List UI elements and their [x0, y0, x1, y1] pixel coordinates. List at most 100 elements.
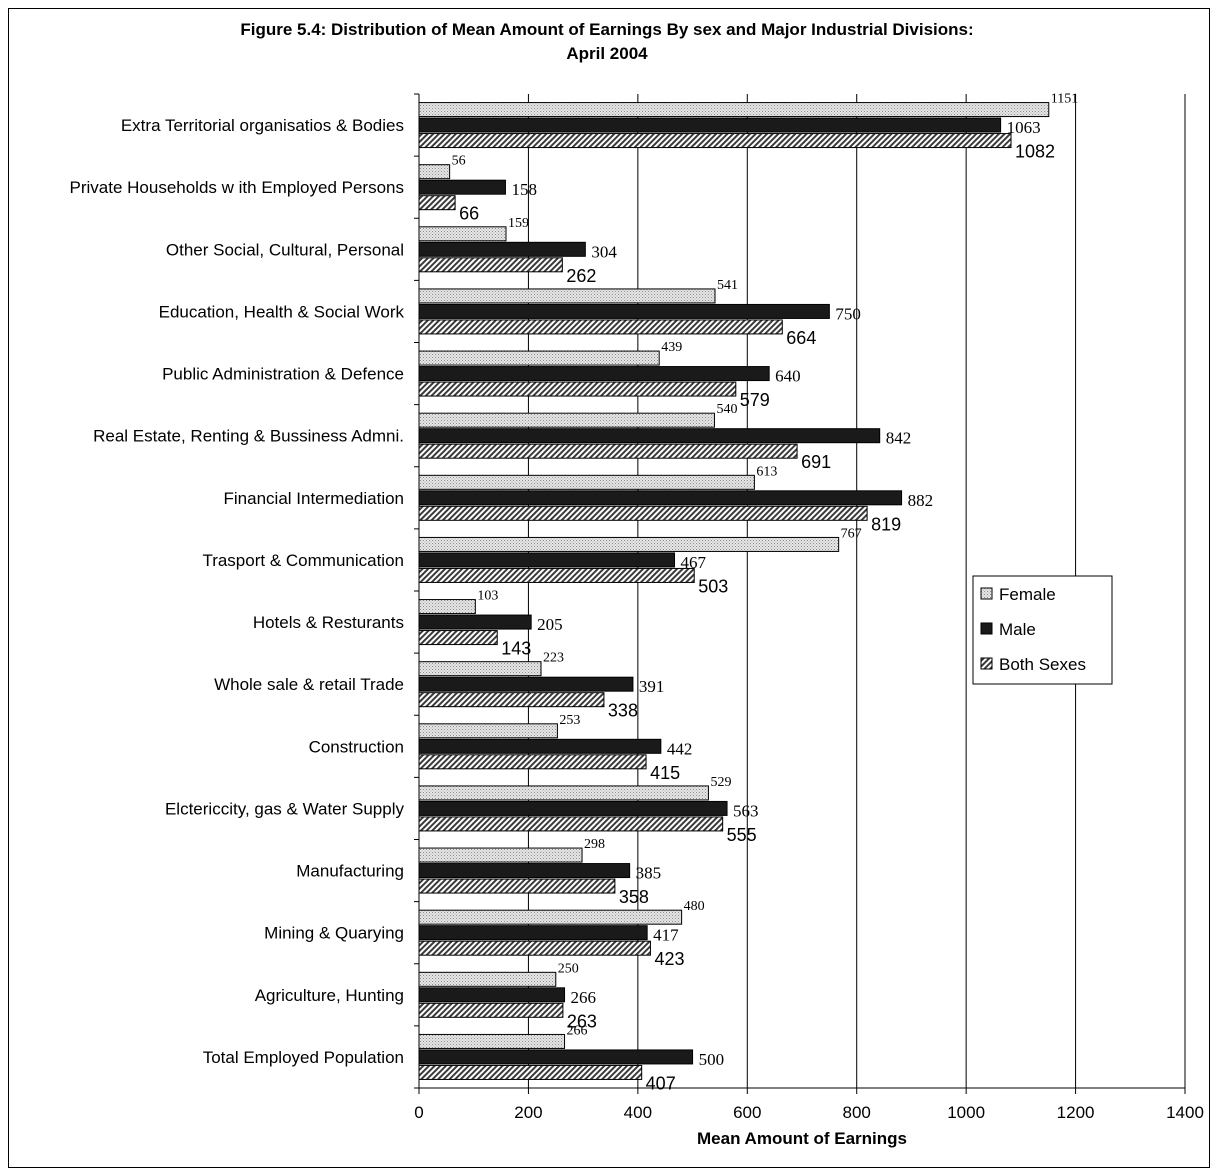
data-label: 439 [661, 340, 682, 355]
data-label: 338 [608, 701, 638, 721]
bar-both-sexes [418, 878, 616, 894]
bar-both-sexes [418, 630, 498, 646]
bar-male [418, 428, 881, 444]
bar-female [418, 909, 683, 925]
category-label: Construction [309, 737, 404, 756]
data-label: 480 [684, 899, 705, 914]
category-label: Public Administration & Defence [162, 365, 404, 384]
data-label: 664 [786, 328, 816, 348]
category-label: Elctericcity, gas & Water Supply [165, 799, 405, 818]
data-label: 423 [654, 949, 684, 969]
bar-female [418, 785, 709, 801]
data-label: 250 [558, 961, 579, 976]
bar-male [418, 614, 532, 630]
data-label: 266 [571, 988, 597, 1007]
bar-male [418, 676, 634, 692]
data-label: 613 [756, 464, 777, 479]
data-label: 842 [886, 429, 912, 448]
x-tick-label: 1200 [1057, 1103, 1095, 1122]
category-label: Hotels & Resturants [253, 613, 404, 632]
category-label: Mining & Quarying [264, 924, 404, 943]
category-label: Financial Intermediation [224, 489, 404, 508]
category-label: Whole sale & retail Trade [214, 675, 404, 694]
data-label: 385 [636, 864, 662, 883]
category-label: Manufacturing [296, 862, 404, 881]
category-label: Total Employed Population [203, 1048, 404, 1067]
data-label: 266 [567, 1023, 588, 1038]
bar-female [418, 412, 715, 428]
bar-female [418, 102, 1050, 118]
category-label: Real Estate, Renting & Bussiness Admni. [93, 427, 404, 446]
bar-female [418, 723, 558, 739]
legend-swatch [980, 657, 993, 670]
bar-male [418, 925, 648, 941]
axes: 0 200 400 600 800 1000 1200 1400 Extra Territori… [70, 93, 1204, 1122]
data-label: 579 [740, 390, 770, 410]
bar-female [418, 474, 755, 490]
data-label: 1151 [1051, 92, 1078, 107]
data-label: 529 [710, 775, 731, 790]
legend-box [972, 575, 1113, 685]
data-label: 159 [508, 216, 529, 231]
bar-female [418, 288, 716, 304]
x-tick-label: 600 [733, 1103, 761, 1122]
bar-both-sexes [418, 195, 456, 211]
x-axis-title: Mean Amount of Earnings [697, 1129, 907, 1148]
x-tick-label: 400 [624, 1103, 652, 1122]
bar-both-sexes [418, 940, 651, 956]
data-label: 56 [452, 154, 466, 169]
bar-female [418, 847, 583, 863]
bar-male [418, 490, 903, 506]
data-label: 263 [567, 1011, 597, 1031]
data-label: 767 [841, 526, 862, 541]
bar-male [418, 552, 676, 568]
data-label: 541 [717, 278, 738, 293]
data-label: 391 [639, 677, 665, 696]
data-label: 205 [537, 615, 563, 634]
bar-male [418, 366, 770, 382]
bar-male [418, 738, 662, 754]
x-tick-label: 1000 [947, 1103, 985, 1122]
bar-both-sexes [418, 381, 737, 397]
bar-female [418, 971, 557, 987]
bar-female [418, 1033, 566, 1049]
legend-label: Both Sexes [999, 655, 1086, 674]
data-label: 143 [501, 639, 531, 659]
legend-swatch [980, 587, 993, 600]
data-label: 819 [871, 514, 901, 534]
bar-both-sexes [418, 816, 724, 832]
chart-title-line2: April 2004 [566, 44, 648, 63]
data-label: 467 [681, 553, 707, 572]
bar-male [418, 800, 728, 816]
category-label: Private Households w ith Employed Person… [70, 178, 405, 197]
category-label: Other Social, Cultural, Personal [166, 240, 404, 259]
bar-both-sexes [418, 1002, 564, 1018]
bar-both-sexes [418, 443, 798, 459]
legend-label: Male [999, 620, 1036, 639]
bar-both-sexes [418, 1064, 643, 1080]
data-label: 358 [619, 887, 649, 907]
data-label: 103 [477, 589, 498, 604]
bars [418, 102, 1050, 1080]
category-label: Agriculture, Hunting [255, 986, 404, 1005]
bar-male [418, 863, 631, 879]
data-label: 500 [699, 1050, 725, 1069]
data-label: 407 [646, 1073, 676, 1093]
bar-female [418, 536, 840, 552]
bar-both-sexes [418, 257, 563, 273]
data-labels: 1151 1063 1082 56 158 66 159 304 262 541 750 664 439… [452, 92, 1079, 1094]
bar-female [418, 599, 476, 615]
bar-female [418, 661, 542, 677]
data-label: 640 [775, 367, 801, 386]
bar-male [418, 987, 566, 1003]
category-label: Trasport & Communication [202, 551, 404, 570]
bar-both-sexes [418, 133, 1012, 149]
x-tick-label: 0 [414, 1103, 423, 1122]
data-label: 223 [543, 651, 564, 666]
bar-male [418, 303, 830, 319]
data-label: 882 [908, 491, 934, 510]
data-label: 750 [835, 304, 861, 323]
legend-label: Female [999, 585, 1056, 604]
x-tick-label: 1400 [1166, 1103, 1204, 1122]
